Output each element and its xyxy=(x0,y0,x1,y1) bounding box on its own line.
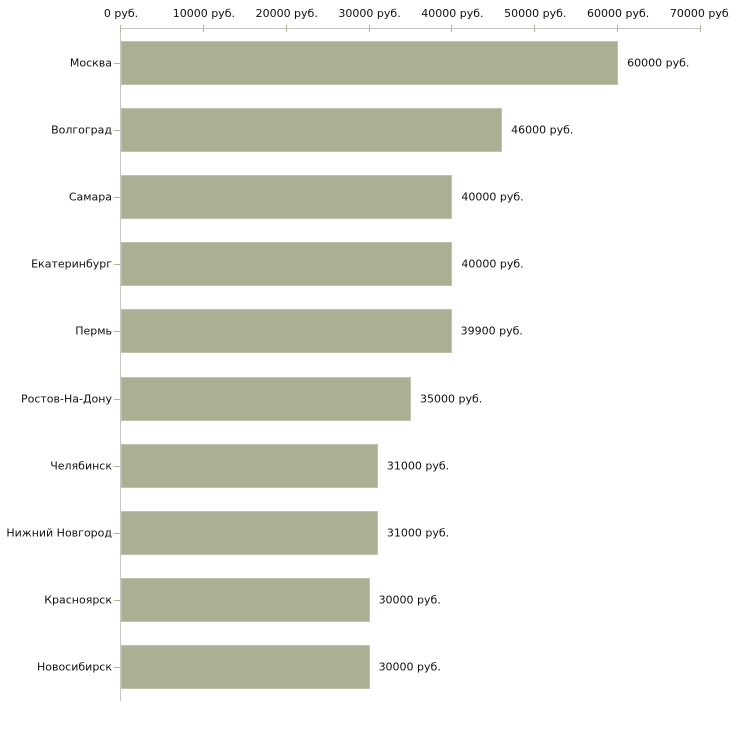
bar xyxy=(121,309,452,354)
y-axis-tick xyxy=(114,331,120,332)
x-axis-tick-label: 30000 руб. xyxy=(338,7,401,20)
value-label: 31000 руб. xyxy=(386,459,450,473)
category-label: Екатеринбург xyxy=(31,257,112,271)
y-axis-tick xyxy=(114,600,120,601)
plot-area: 0 руб. 10000 руб. 20000 руб. 30000 руб. 4000… xyxy=(6,7,730,701)
y-axis-tick xyxy=(114,63,120,64)
y-axis-tick xyxy=(114,130,120,131)
value-label: 60000 руб. xyxy=(627,56,690,70)
bar xyxy=(121,443,378,488)
y-axis-tick xyxy=(114,466,120,467)
bar xyxy=(121,175,453,219)
category-label: Самара xyxy=(68,190,112,204)
category-label: Волгоград xyxy=(51,123,112,137)
bar xyxy=(121,645,370,690)
value-label: 40000 руб. xyxy=(461,257,524,271)
x-axis-tick-label: 50000 руб. xyxy=(504,7,567,20)
category-label: Пермь xyxy=(75,324,112,338)
bar xyxy=(121,578,370,623)
category-label: Ростов-На-Дону xyxy=(20,392,112,406)
value-label: 35000 руб. xyxy=(420,392,483,406)
bar xyxy=(121,376,411,421)
value-label: 40000 руб. xyxy=(461,190,524,204)
x-axis-tick xyxy=(285,25,287,32)
value-label: 39900 руб. xyxy=(460,324,523,338)
bar xyxy=(121,511,378,555)
x-axis-tick xyxy=(368,25,370,32)
category-label: Красноярск xyxy=(44,593,112,607)
x-axis-tick xyxy=(202,25,204,32)
y-axis-tick xyxy=(114,399,120,400)
value-label: 46000 руб. xyxy=(511,123,574,137)
x-axis-tick-label: 40000 руб. xyxy=(421,7,484,20)
value-label: 30000 руб. xyxy=(378,593,441,607)
x-axis-tick-label: 0 руб. xyxy=(103,7,139,20)
x-axis-tick xyxy=(534,25,536,32)
category-label: Москва xyxy=(69,56,112,70)
y-axis-tick xyxy=(114,667,120,668)
x-axis-tick-label: 70000 руб. xyxy=(669,7,730,20)
value-label: 30000 руб. xyxy=(378,660,441,674)
x-axis-tick xyxy=(700,25,701,32)
value-label: 31000 руб. xyxy=(386,526,450,540)
x-axis-tick xyxy=(451,25,453,32)
category-label: Челябинск xyxy=(50,459,112,473)
bar xyxy=(121,242,453,287)
y-axis-tick xyxy=(114,264,120,265)
x-axis-tick-label: 20000 руб. xyxy=(255,7,318,20)
category-label: Нижний Новгород xyxy=(6,526,112,540)
y-axis-tick xyxy=(114,533,120,534)
x-axis-tick xyxy=(617,25,619,32)
x-axis-tick-label: 10000 руб. xyxy=(172,7,235,20)
bar xyxy=(121,107,503,152)
x-axis-tick-label: 60000 руб. xyxy=(587,7,650,20)
x-axis-tick xyxy=(120,25,121,32)
y-axis-tick xyxy=(114,197,120,198)
bar xyxy=(121,40,619,85)
category-label: Новосибирск xyxy=(36,660,112,674)
